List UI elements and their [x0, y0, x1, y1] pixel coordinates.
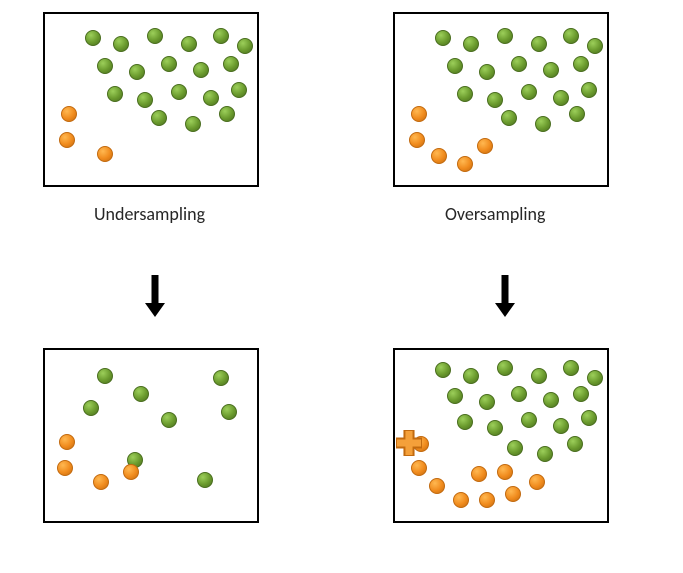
minority-dot: [497, 464, 513, 480]
majority-dot: [161, 412, 177, 428]
majority-dot: [185, 116, 201, 132]
majority-dot: [521, 412, 537, 428]
majority-dot: [181, 36, 197, 52]
majority-dot: [193, 62, 209, 78]
majority-dot: [213, 28, 229, 44]
majority-dot: [97, 368, 113, 384]
majority-dot: [487, 420, 503, 436]
minority-dot: [93, 474, 109, 490]
arrow-down-left: [145, 275, 165, 319]
majority-dot: [171, 84, 187, 100]
minority-dot: [477, 138, 493, 154]
majority-dot: [479, 64, 495, 80]
majority-dot: [447, 388, 463, 404]
majority-dot: [537, 446, 553, 462]
majority-dot: [497, 360, 513, 376]
panel-top-left-original: [43, 12, 259, 187]
majority-dot: [457, 414, 473, 430]
majority-dot: [237, 38, 253, 54]
majority-dot: [573, 56, 589, 72]
majority-dot: [435, 362, 451, 378]
majority-dot: [129, 64, 145, 80]
majority-dot: [543, 392, 559, 408]
minority-dot: [411, 460, 427, 476]
majority-dot: [581, 82, 597, 98]
majority-dot: [487, 92, 503, 108]
majority-dot: [563, 28, 579, 44]
minority-dot: [453, 492, 469, 508]
minority-dot: [431, 148, 447, 164]
majority-dot: [573, 386, 589, 402]
majority-dot: [107, 86, 123, 102]
majority-dot: [581, 410, 597, 426]
majority-dot: [219, 106, 235, 122]
majority-dot: [113, 36, 129, 52]
majority-dot: [569, 106, 585, 122]
majority-dot: [553, 418, 569, 434]
majority-dot: [501, 110, 517, 126]
majority-dot: [521, 84, 537, 100]
majority-dot: [435, 30, 451, 46]
minority-dot: [123, 464, 139, 480]
majority-dot: [563, 360, 579, 376]
majority-dot: [463, 36, 479, 52]
majority-dot: [197, 472, 213, 488]
majority-dot: [497, 28, 513, 44]
majority-dot: [447, 58, 463, 74]
majority-dot: [535, 116, 551, 132]
majority-dot: [531, 36, 547, 52]
majority-dot: [137, 92, 153, 108]
minority-dot: [97, 146, 113, 162]
minority-dot: [59, 434, 75, 450]
minority-dot: [471, 466, 487, 482]
majority-dot: [511, 56, 527, 72]
label-undersampling: Undersampling: [94, 203, 205, 225]
majority-dot: [161, 56, 177, 72]
minority-dot: [529, 474, 545, 490]
minority-dot: [57, 460, 73, 476]
majority-dot: [553, 90, 569, 106]
majority-dot: [479, 394, 495, 410]
majority-dot: [567, 436, 583, 452]
minority-dot: [505, 486, 521, 502]
minority-dot: [479, 492, 495, 508]
minority-dot: [409, 132, 425, 148]
minority-dot: [457, 156, 473, 172]
minority-dot: [429, 478, 445, 494]
majority-dot: [83, 400, 99, 416]
majority-dot: [97, 58, 113, 74]
majority-dot: [223, 56, 239, 72]
majority-dot: [457, 86, 473, 102]
majority-dot: [203, 90, 219, 106]
majority-dot: [213, 370, 229, 386]
majority-dot: [151, 110, 167, 126]
panel-top-right-original: [393, 12, 609, 187]
label-oversampling: Oversampling: [445, 203, 546, 225]
majority-dot: [511, 386, 527, 402]
majority-dot: [463, 368, 479, 384]
panel-bottom-left-undersampled: [43, 348, 259, 523]
panel-bottom-right-oversampled: [393, 348, 609, 523]
majority-dot: [543, 62, 559, 78]
majority-dot: [85, 30, 101, 46]
majority-dot: [133, 386, 149, 402]
majority-dot: [587, 370, 603, 386]
majority-dot: [147, 28, 163, 44]
minority-dot: [61, 106, 77, 122]
majority-dot: [531, 368, 547, 384]
minority-dot: [59, 132, 75, 148]
new-sample-plus-icon: [396, 430, 422, 456]
minority-dot: [411, 106, 427, 122]
majority-dot: [231, 82, 247, 98]
majority-dot: [507, 440, 523, 456]
majority-dot: [587, 38, 603, 54]
majority-dot: [221, 404, 237, 420]
arrow-down-right: [495, 275, 515, 319]
